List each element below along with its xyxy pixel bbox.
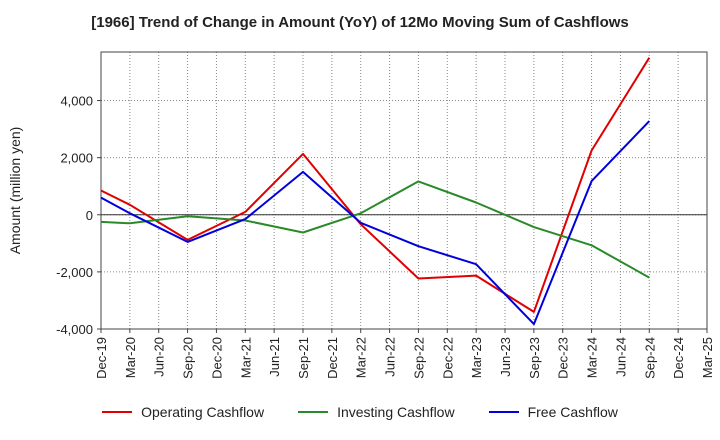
y-tick-label: -4,000	[56, 322, 93, 337]
y-axis-title: Amount (million yen)	[7, 127, 23, 255]
legend-label: Free Cashflow	[527, 404, 618, 420]
x-tick-label: Dec-19	[94, 337, 109, 379]
x-tick-label: Sep-22	[411, 337, 426, 379]
y-tick-label: 0	[86, 208, 93, 223]
legend: Operating Cashflow Investing Cashflow Free…	[0, 404, 720, 420]
x-tick-label: Jun-22	[383, 337, 398, 377]
x-tick-label: Dec-22	[440, 337, 455, 379]
chart-title: [1966] Trend of Change in Amount (YoY) o…	[91, 14, 629, 31]
y-axis-ticks: -4,000 -2,000 0 2,000 4,000	[56, 94, 101, 337]
x-tick-label: Sep-24	[642, 337, 657, 379]
x-tick-label: Sep-21	[296, 337, 311, 379]
x-tick-label: Mar-20	[123, 337, 138, 378]
legend-swatch	[298, 411, 329, 413]
legend-label: Investing Cashflow	[337, 404, 455, 420]
legend-swatch	[488, 411, 519, 413]
series-lines	[100, 57, 651, 326]
x-tick-label: Dec-21	[325, 337, 340, 379]
x-tick-label: Sep-20	[181, 337, 196, 379]
x-tick-label: Dec-24	[671, 337, 686, 379]
y-tick-label: -2,000	[56, 265, 93, 280]
legend-swatch	[102, 411, 133, 413]
legend-item-operating-cashflow: Operating Cashflow	[102, 404, 264, 420]
x-tick-label: Dec-23	[556, 337, 571, 379]
x-tick-label: Sep-23	[527, 337, 542, 379]
series-line-operating-cashflow	[100, 57, 651, 313]
series-line-investing-cashflow	[100, 180, 650, 279]
legend-item-investing-cashflow: Investing Cashflow	[298, 404, 455, 420]
x-tick-label: Jun-20	[152, 337, 167, 377]
x-tick-label: Jun-21	[267, 337, 282, 377]
x-tick-label: Mar-22	[354, 337, 369, 378]
y-tick-label: 4,000	[60, 94, 93, 109]
x-tick-label: Jun-24	[613, 337, 628, 377]
x-axis-ticks: Dec-19 Mar-20 Jun-20 Sep-20 Dec-20 Mar-21 Jun-…	[94, 329, 715, 379]
x-tick-label: Mar-25	[700, 337, 715, 378]
y-tick-label: 2,000	[60, 151, 93, 166]
x-tick-label: Jun-23	[498, 337, 513, 377]
legend-item-free-cashflow: Free Cashflow	[488, 404, 618, 420]
x-tick-label: Mar-21	[238, 337, 253, 378]
x-tick-label: Mar-23	[469, 337, 484, 378]
x-tick-label: Dec-20	[209, 337, 224, 379]
legend-label: Operating Cashflow	[141, 404, 265, 420]
x-tick-label: Mar-24	[585, 337, 600, 378]
series-line-free-cashflow	[100, 120, 651, 326]
